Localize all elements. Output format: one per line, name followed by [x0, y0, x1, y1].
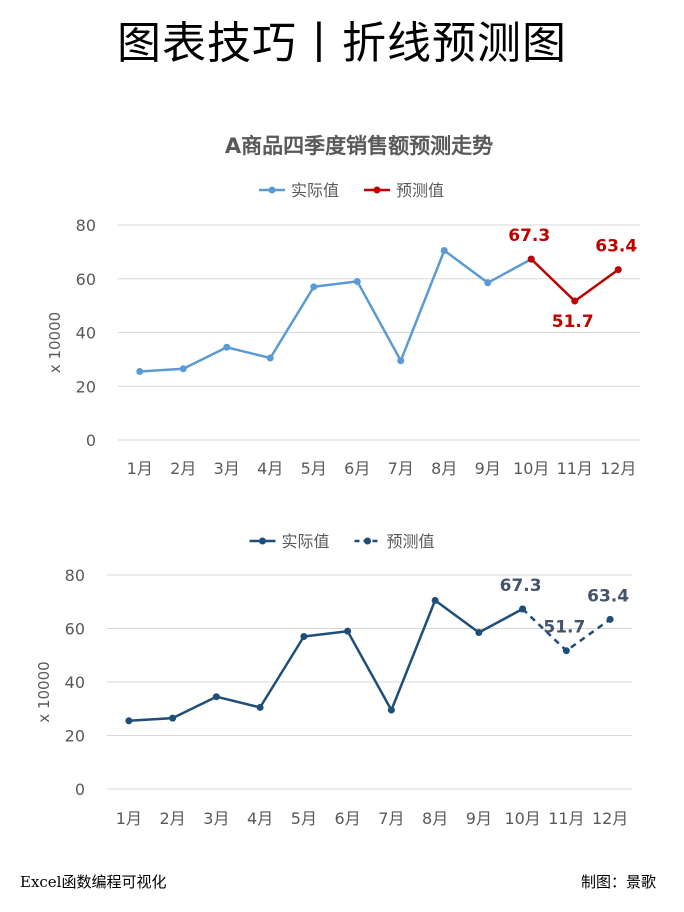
chart2-point-actual	[212, 693, 220, 701]
chart1-point-actual	[440, 247, 448, 255]
footer-author: 制图：景歌	[580, 873, 656, 891]
chart2-data-label: 67.3	[500, 576, 542, 596]
chart1-x-tick-label: 8月	[431, 459, 457, 478]
chart1-y-tick-label: 60	[76, 270, 96, 289]
chart2-y-tick-label: 20	[65, 727, 85, 746]
chart2-point-actual	[431, 596, 439, 604]
chart2-data-label: 63.4	[587, 586, 629, 606]
chart1-x-tick-label: 6月	[344, 459, 370, 478]
chart2-y-axis-label: x 10000	[35, 661, 53, 722]
chart1-data-label: 51.7	[552, 312, 594, 332]
page-title: 图表技巧丨折线预测图	[117, 18, 567, 69]
chart1-series-line-forecast	[530, 258, 620, 303]
chart2-x-tick-label: 9月	[466, 809, 492, 828]
chart2-point-forecast	[606, 615, 614, 623]
chart1-point-actual	[223, 343, 231, 351]
chart1-x-tick-label: 10月	[513, 459, 549, 478]
chart1-x-tick-label: 3月	[214, 459, 240, 478]
chart1-point-actual	[310, 283, 318, 291]
chart2-x-tick-label: 4月	[247, 809, 273, 828]
chart2-data-label: 51.7	[543, 618, 585, 638]
chart2-point-actual	[387, 706, 395, 714]
chart2-x-tick-label: 5月	[291, 809, 317, 828]
chart1-point-actual	[179, 365, 187, 373]
chart1-point-actual	[397, 357, 405, 365]
chart2-y-tick-label: 40	[65, 673, 85, 692]
chart2-point-actual	[300, 633, 308, 641]
chart1-data-label: 63.4	[595, 237, 637, 257]
chart2-legend-swatch-marker	[259, 537, 266, 545]
chart2-legend-label: 预测值	[387, 532, 435, 551]
chart1-legend-swatch-marker	[268, 186, 276, 194]
chart1-x-tick-label: 1月	[127, 459, 153, 478]
chart1-legend-label: 实际值	[291, 181, 339, 200]
chart2-x-tick-label: 6月	[335, 809, 361, 828]
chart1-point-actual	[484, 279, 492, 287]
chart2-x-tick-label: 8月	[422, 809, 448, 828]
chart2-x-tick-label: 10月	[504, 809, 540, 828]
chart1-x-tick-label: 9月	[475, 459, 501, 478]
chart2-point-actual	[169, 714, 177, 722]
chart1-series-line-actual	[139, 249, 532, 373]
chart2-y-tick-label: 80	[65, 566, 85, 585]
chart2-x-tick-label: 12月	[592, 809, 628, 828]
chart2-x-tick-label: 3月	[203, 809, 229, 828]
chart2-point-actual	[475, 629, 483, 637]
chart2-legend-swatch-marker	[364, 537, 371, 545]
chart1-point-actual	[266, 354, 274, 362]
chart1-legend-swatch-marker	[373, 186, 381, 194]
chart1-legend-label: 预测值	[396, 181, 444, 200]
chart1-data-label: 67.3	[508, 226, 550, 246]
chart1-y-tick-label: 0	[86, 431, 96, 450]
chart1-x-tick-label: 4月	[257, 459, 283, 478]
chart2-x-tick-label: 2月	[160, 809, 186, 828]
chart1-x-tick-label: 5月	[301, 459, 327, 478]
chart1-y-tick-label: 20	[76, 377, 96, 396]
chart1-point-actual	[353, 277, 361, 285]
chart1-point-forecast	[614, 266, 622, 274]
chart2-x-tick-label: 1月	[116, 809, 142, 828]
chart2-point-actual	[125, 717, 133, 725]
chart2-series-line-actual	[128, 599, 524, 723]
chart2-point-forecast	[562, 647, 570, 655]
chart1-x-tick-label: 2月	[170, 459, 196, 478]
chart2-point-actual	[256, 703, 264, 711]
chart1-x-tick-label: 11月	[557, 459, 593, 478]
footer-source: Excel函数编程可视化	[20, 873, 167, 891]
chart2-x-tick-label: 7月	[378, 809, 404, 828]
chart2-x-tick-label: 11月	[548, 809, 584, 828]
chart1-y-tick-label: 40	[76, 324, 96, 343]
chart1-x-tick-label: 7月	[388, 459, 414, 478]
chart1-point-forecast	[571, 297, 579, 305]
chart1-title: A商品四季度销售额预测走势	[225, 134, 493, 158]
chart2-point-forecast	[519, 605, 527, 613]
chart2-y-tick-label: 60	[65, 620, 85, 639]
chart1-x-tick-label: 12月	[600, 459, 636, 478]
chart1-point-forecast	[527, 255, 535, 263]
chart2-point-actual	[344, 627, 352, 635]
chart1-y-axis-label: x 10000	[46, 312, 64, 373]
chart1-y-tick-label: 80	[76, 216, 96, 235]
chart2-legend-label: 实际值	[282, 532, 330, 551]
chart1-point-actual	[136, 367, 144, 375]
chart2-y-tick-label: 0	[75, 780, 85, 799]
